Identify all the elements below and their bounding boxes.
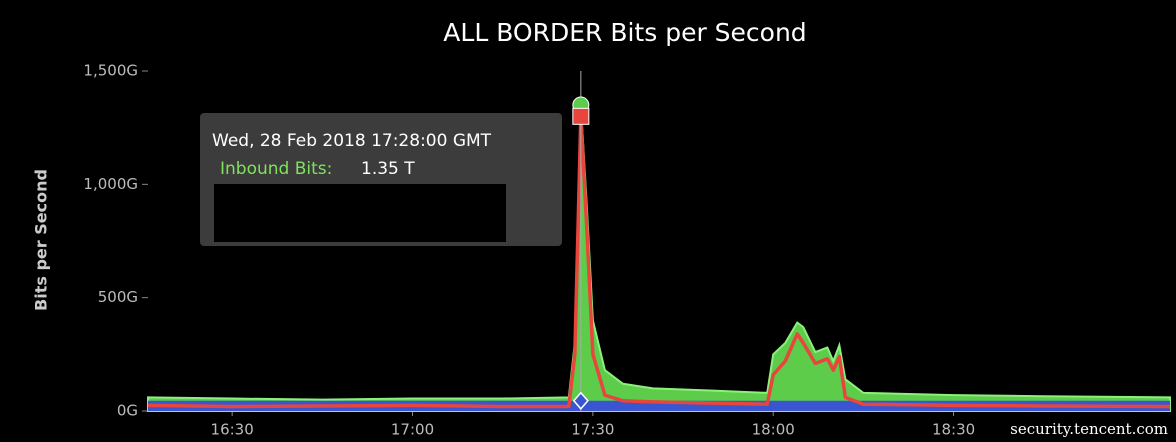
redacted-box: [214, 184, 506, 242]
hover-point: [572, 391, 589, 410]
x-tick-label: 17:00: [391, 421, 434, 439]
hover-point: [572, 107, 590, 125]
tooltip-label: Inbound Bits:: [220, 159, 332, 179]
y-axis-label: Bits per Second: [32, 169, 51, 311]
y-tick-label: 0G: [117, 402, 138, 420]
x-tick-label: 18:30: [932, 421, 975, 439]
x-tick-label: 18:00: [752, 421, 795, 439]
tooltip: Wed, 28 Feb 2018 17:28:00 GMT Inbound Bi…: [200, 113, 562, 246]
y-tick-label: 500G: [98, 288, 138, 306]
area: [147, 104, 1171, 412]
tooltip-title: Wed, 28 Feb 2018 17:28:00 GMT: [212, 131, 492, 151]
y-tick-label: 1,000G: [83, 175, 138, 193]
tooltip-value: 1.35 T: [361, 159, 415, 179]
plot-area: 0G 500G 1,000G 1,500G 16:30 17:00 17:30 18:00 18…: [83, 62, 1171, 439]
y-tick-label: 1,500G: [83, 62, 138, 80]
watermark: security.tencent.com: [1010, 420, 1168, 438]
line: [147, 114, 1170, 409]
chart-title: ALL BORDER Bits per Second: [443, 18, 806, 47]
x-tick-label: 16:30: [211, 421, 254, 439]
x-tick-label: 17:30: [571, 421, 614, 439]
